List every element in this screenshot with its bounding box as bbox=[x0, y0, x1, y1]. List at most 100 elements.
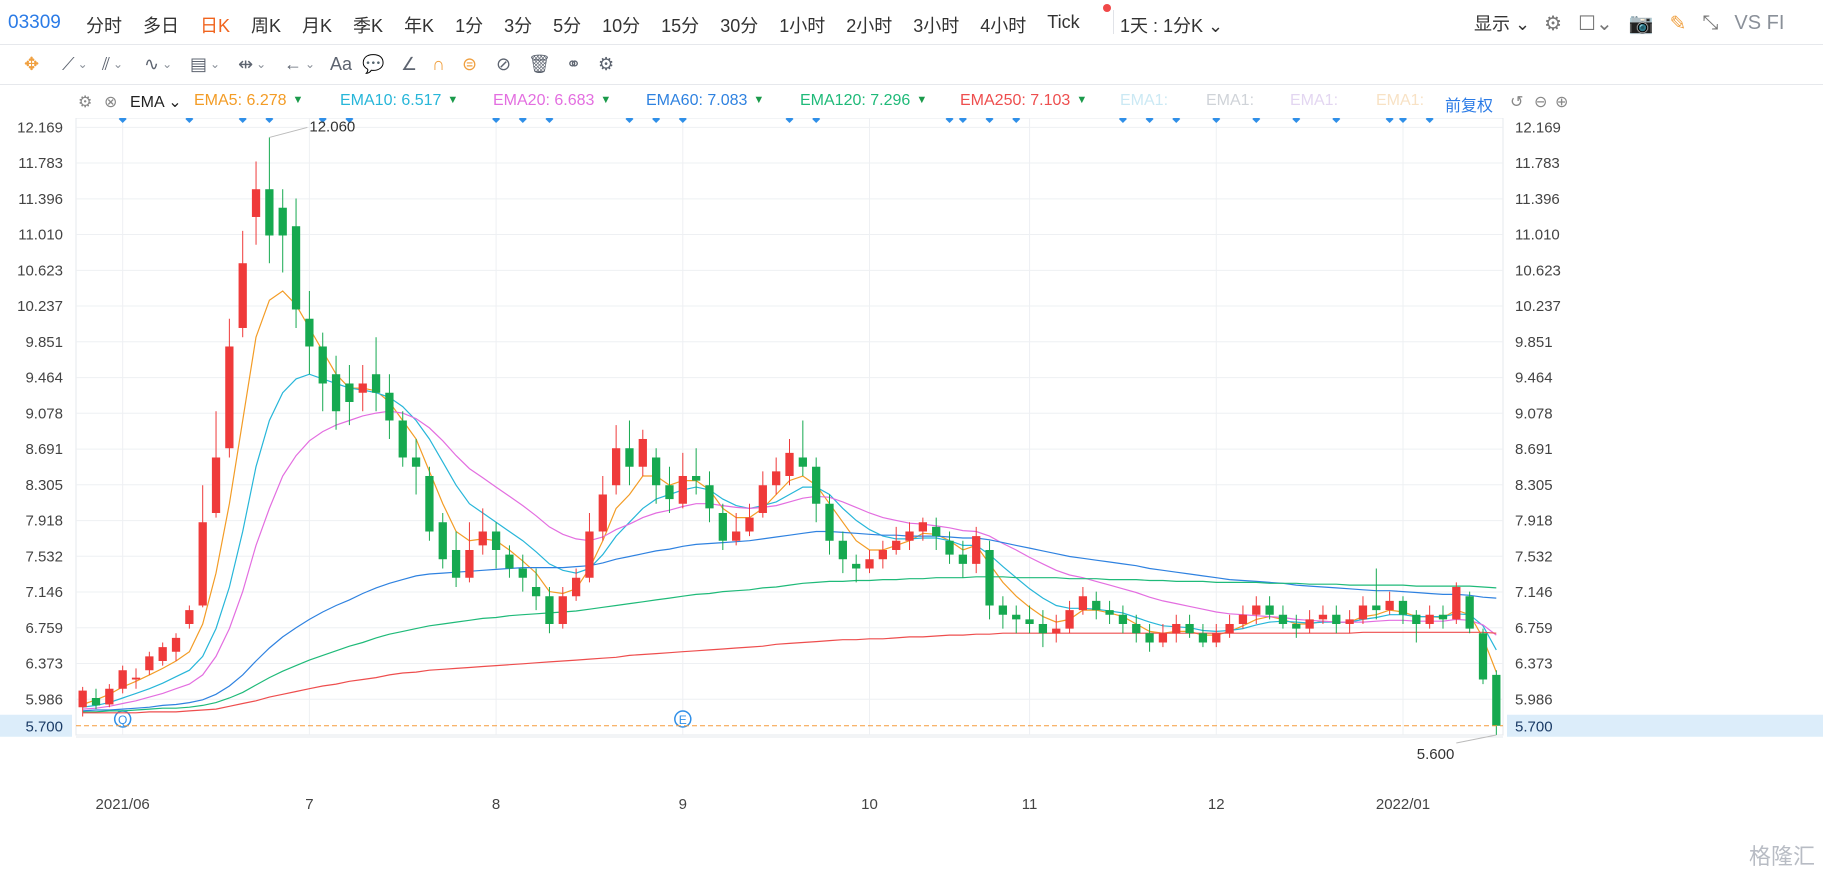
event-marker-diamond bbox=[1012, 118, 1021, 123]
tab-period-6[interactable]: 年K bbox=[404, 16, 435, 36]
tab-period-15[interactable]: 3小时 bbox=[913, 16, 960, 36]
candle bbox=[1105, 600, 1114, 624]
event-marker-diamond bbox=[1252, 118, 1261, 123]
tab-period-7[interactable]: 1分 bbox=[455, 16, 484, 36]
candle bbox=[278, 189, 287, 273]
pencil-icon[interactable]: ✎ bbox=[1669, 12, 1687, 35]
candle bbox=[1465, 591, 1474, 634]
legend-item-3[interactable]: EMA60: 7.083 ▼ bbox=[646, 92, 764, 110]
candle-body bbox=[198, 522, 207, 606]
candle-body bbox=[491, 531, 501, 550]
tab-period-3[interactable]: 周K bbox=[251, 16, 282, 36]
legend-item-6[interactable]: EMA1: bbox=[1120, 92, 1168, 110]
channel-icon[interactable]: ⫽ ⌄ bbox=[102, 53, 124, 74]
candle-body bbox=[958, 554, 968, 564]
tab-period-2[interactable]: 日K bbox=[200, 16, 231, 36]
camera-icon[interactable]: 📷 bbox=[1628, 12, 1654, 35]
candle bbox=[171, 633, 181, 661]
candle-body bbox=[358, 383, 367, 393]
period-toolbar: 03309 分时 多日 日K 周K 月K 季K 年K 1分 3分 5分 10分 15分 30分 1小时 2小… bbox=[0, 0, 1823, 45]
legend-item-4[interactable]: EMA120: 7.296 ▼ bbox=[800, 92, 927, 110]
y-tick-label-left: 11.396 bbox=[18, 191, 63, 208]
gear-icon[interactable]: ⚙ bbox=[78, 94, 93, 111]
tab-period-10[interactable]: 10分 bbox=[602, 16, 641, 36]
event-marker-diamond bbox=[185, 118, 194, 123]
legend-item-9[interactable]: EMA1: bbox=[1376, 92, 1424, 110]
candle-body bbox=[1185, 623, 1194, 634]
candle-body bbox=[1158, 633, 1168, 643]
candle bbox=[371, 337, 381, 412]
candle bbox=[1118, 605, 1128, 634]
legend-item-2[interactable]: EMA20: 6.683 ▼ bbox=[493, 92, 611, 110]
tab-period-4[interactable]: 月K bbox=[302, 16, 333, 36]
candle bbox=[798, 420, 807, 476]
event-marker-label: Q bbox=[118, 713, 127, 727]
move-icon[interactable]: ✥ bbox=[24, 53, 40, 74]
tab-period-16[interactable]: 4小时 bbox=[980, 16, 1027, 36]
settings-icon[interactable]: ⚙ bbox=[598, 53, 615, 74]
measure-icon[interactable]: ⇹ ⌄ bbox=[238, 53, 267, 74]
legend-item-7[interactable]: EMA1: bbox=[1206, 92, 1254, 110]
candle-body bbox=[438, 522, 447, 560]
zoom-out-icon[interactable]: ⊖ bbox=[1534, 94, 1548, 111]
magnet-icon[interactable]: ∩ bbox=[432, 53, 445, 74]
close-icon[interactable]: ⊗ bbox=[104, 94, 118, 111]
candle bbox=[198, 485, 207, 608]
tab-period-0[interactable]: 分时 bbox=[86, 16, 122, 36]
ticker-code[interactable]: 03309 bbox=[8, 12, 61, 33]
tab-period-5[interactable]: 季K bbox=[353, 16, 384, 36]
candle bbox=[385, 374, 394, 439]
display-menu-button[interactable]: 显示 ⌄ bbox=[1474, 10, 1530, 36]
fullscreen-icon[interactable]: ⤡ bbox=[1702, 11, 1719, 34]
comment-icon[interactable]: 💬 bbox=[362, 53, 385, 74]
y-tick-label-left: 9.851 bbox=[25, 334, 63, 351]
candlestick-chart[interactable]: 12.169 12.169 11.783 11.783 11.396 11.396 11.0… bbox=[0, 118, 1823, 875]
legend-item-8[interactable]: EMA1: bbox=[1290, 92, 1338, 110]
tab-period-9[interactable]: 5分 bbox=[553, 16, 582, 36]
tab-period-8[interactable]: 3分 bbox=[504, 16, 533, 36]
tab-period-11[interactable]: 15分 bbox=[661, 16, 700, 36]
compare-label[interactable]: VS FI bbox=[1734, 11, 1785, 34]
event-marker-diamond bbox=[785, 118, 794, 123]
candle bbox=[238, 230, 247, 338]
tab-period-17[interactable]: Tick bbox=[1047, 12, 1080, 32]
text-tool[interactable]: Aa bbox=[330, 51, 352, 77]
candle bbox=[1238, 605, 1248, 629]
arrow-icon[interactable]: ← ⌄ bbox=[284, 53, 316, 74]
zoom-in-icon[interactable]: ⊕ bbox=[1555, 94, 1569, 111]
hide-icon[interactable]: ⊘ bbox=[496, 53, 512, 74]
legend-item-5[interactable]: EMA250: 7.103 ▼ bbox=[960, 92, 1087, 110]
low-annotation-line bbox=[1456, 734, 1497, 744]
trend-line-icon[interactable]: ⟋ ⌄ bbox=[62, 53, 88, 74]
candle bbox=[1278, 605, 1288, 629]
range-selector[interactable]: 1天 : 1分K ⌄ bbox=[1120, 12, 1223, 38]
candle bbox=[945, 531, 954, 564]
settings-icon[interactable]: ⚙ bbox=[1544, 12, 1563, 35]
y-tick-label-right: 8.305 bbox=[1515, 477, 1553, 494]
delete-icon[interactable]: 🗑 bbox=[528, 53, 551, 74]
candle bbox=[118, 665, 127, 694]
wave-icon[interactable]: ∿ ⌄ bbox=[144, 53, 173, 74]
candle-body bbox=[1492, 674, 1501, 726]
legend-item-1[interactable]: EMA10: 6.517 ▼ bbox=[340, 92, 458, 110]
compare-icon[interactable]: ⚭ bbox=[566, 53, 582, 74]
tab-period-13[interactable]: 1小时 bbox=[779, 16, 826, 36]
tab-period-14[interactable]: 2小时 bbox=[846, 16, 893, 36]
candle-body bbox=[718, 512, 727, 541]
candle bbox=[398, 411, 407, 467]
legend-item-0[interactable]: EMA5: 6.278 ▼ bbox=[194, 92, 303, 110]
ruler-icon[interactable]: ∠ bbox=[401, 53, 418, 74]
candle bbox=[518, 554, 527, 592]
y-tick-label-right: 10.237 bbox=[1515, 298, 1561, 315]
range-label: 1天 : 1分K bbox=[1120, 16, 1204, 36]
tab-period-12[interactable]: 30分 bbox=[720, 16, 759, 36]
adjust-mode-button[interactable]: 前复权 bbox=[1445, 98, 1494, 115]
lock-icon[interactable]: ⊜ bbox=[462, 53, 478, 74]
layout-icon[interactable]: ☐⌄ bbox=[1578, 12, 1613, 35]
tab-period-1[interactable]: 多日 bbox=[143, 16, 179, 36]
ema-line-ema20 bbox=[82, 410, 1497, 710]
candle-body bbox=[465, 549, 474, 578]
indicator-selector[interactable]: EMA ⌄ bbox=[130, 92, 182, 112]
fib-icon[interactable]: ▤ ⌄ bbox=[190, 53, 221, 74]
undo-icon[interactable]: ↺ bbox=[1510, 94, 1524, 111]
